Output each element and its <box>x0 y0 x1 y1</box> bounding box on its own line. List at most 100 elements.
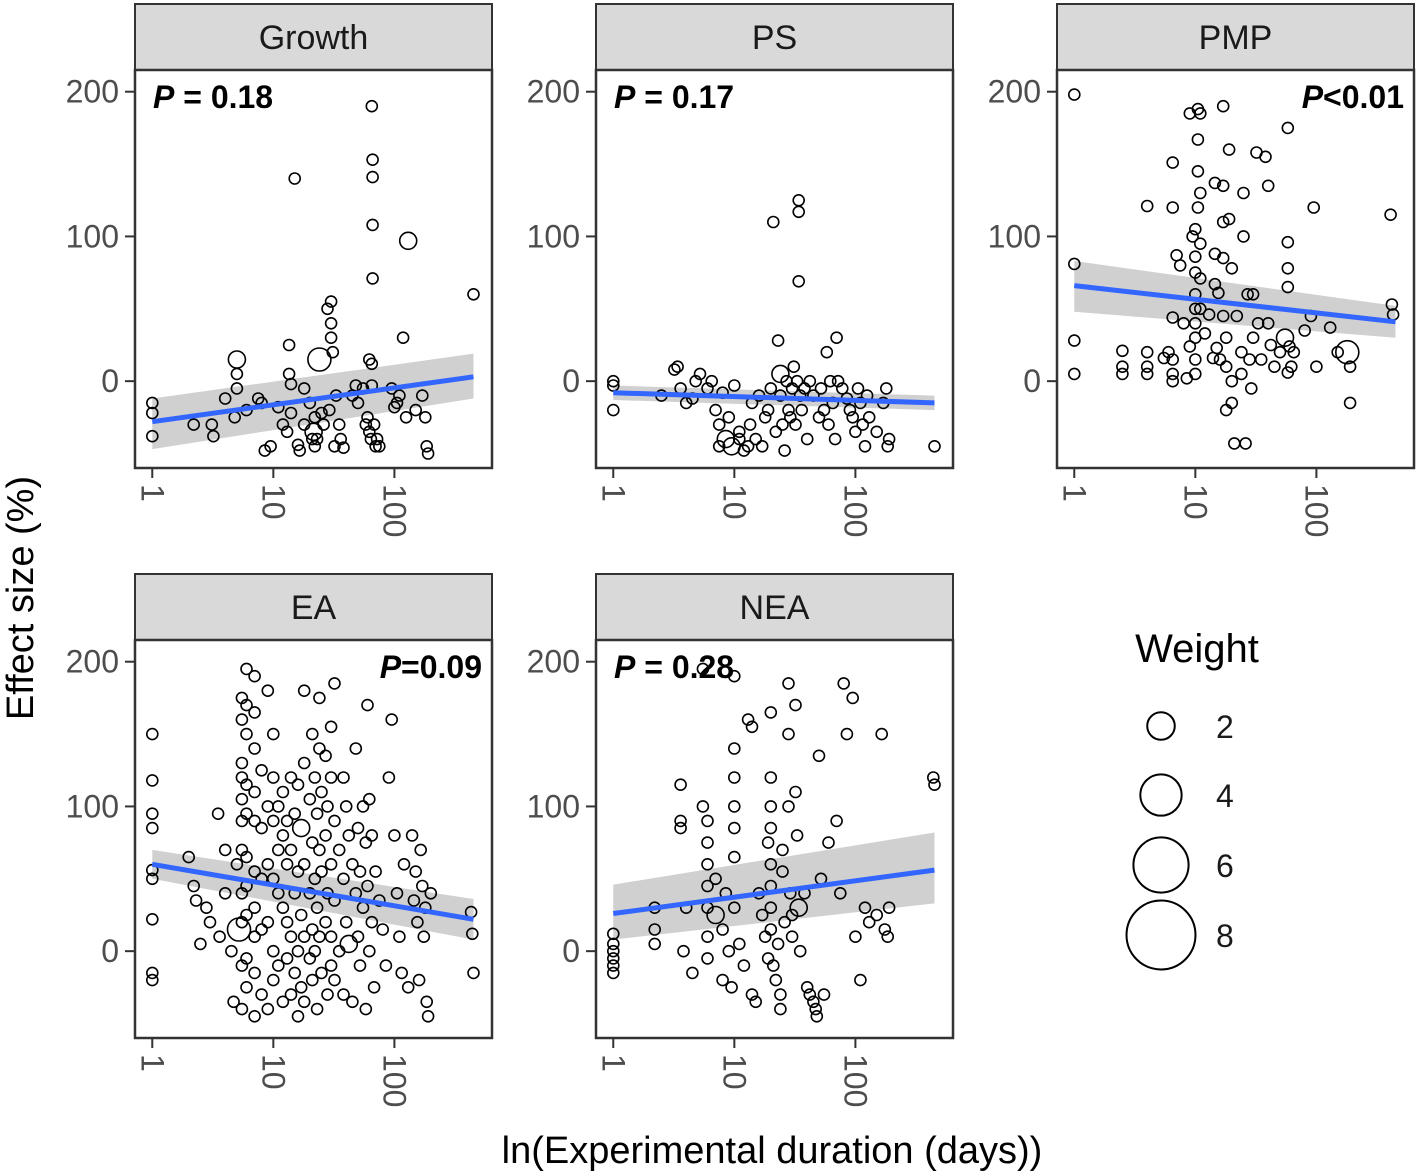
legend-items: 2 4 6 8 <box>1125 709 1234 971</box>
panel-nea-point-100 <box>926 771 940 784</box>
panel-nea-point-89 <box>840 727 854 741</box>
panel-growth-point-31 <box>308 410 322 424</box>
panel-ps-point-51 <box>795 403 808 417</box>
panel-nea-point-37 <box>728 901 741 915</box>
panel-ps-point-69 <box>846 410 860 424</box>
panel-pmp-ytick-label-1: 100 <box>988 218 1041 254</box>
panel-nea-ytick-label-1: 100 <box>527 788 580 824</box>
panel-pmp-point-105 <box>1384 208 1397 221</box>
panel-ps-point-27 <box>749 432 762 446</box>
panel-growth-xtick-label-2: 100 <box>376 484 412 537</box>
panel-growth-plot-area: P = 0.18 0 100 200 1 10 100 <box>66 68 494 537</box>
panel-ps-point-23 <box>737 444 751 457</box>
panel-ea-point-34 <box>240 662 253 676</box>
panel-ea-point-159 <box>363 792 376 806</box>
panel-ea-point-79 <box>280 858 294 871</box>
panel-ea-point-9 <box>182 850 196 864</box>
panel-ea-point-107 <box>306 973 319 987</box>
panel-growth-point-65 <box>369 439 382 453</box>
panel-ps-point-58 <box>817 403 831 417</box>
panel-ea: EA P=0.09 0 100 200 1 10 100 <box>66 573 494 1107</box>
panel-ea-point-15 <box>211 807 225 820</box>
panel-pmp-xtick-label-1: 10 <box>1177 484 1213 520</box>
panel-ea-xtick-label-0: 1 <box>134 1054 170 1072</box>
panel-ps-point-45 <box>789 418 802 431</box>
panel-ea-point-180 <box>412 973 426 987</box>
panel-pmp-point-86 <box>1273 345 1287 359</box>
panel-ps-point-70 <box>849 425 862 439</box>
panel-ea-point-153 <box>356 800 370 813</box>
panel-pmp-point-94 <box>1285 360 1298 374</box>
panel-nea-point-23 <box>701 952 714 965</box>
panel-ea-point-97 <box>297 756 311 770</box>
panel-growth-border <box>133 68 494 470</box>
panel-nea-point-66 <box>782 727 795 741</box>
panel-pmp-point-68 <box>1235 345 1248 359</box>
panel-ea-point-5 <box>145 872 159 886</box>
panel-ea-point-86 <box>288 807 301 820</box>
panel-ea-point-160 <box>363 944 376 958</box>
panel-pmp-point-90 <box>1281 262 1295 275</box>
panel-nea-point-57 <box>767 959 780 972</box>
panel-ea-point-88 <box>288 966 301 980</box>
x-axis-title: ln(Experimental duration (days)) <box>502 1130 1043 1172</box>
panel-ps-point-63 <box>828 432 842 446</box>
panel-nea-point-14 <box>686 966 699 980</box>
panel-ea-point-106 <box>306 923 319 936</box>
panel-growth-point-0 <box>145 396 159 410</box>
panel-nea-point-71 <box>789 698 802 712</box>
panel-pmp-point-4 <box>1116 344 1129 358</box>
panel-nea-point-70 <box>785 930 799 944</box>
panel-ea-point-146 <box>346 995 359 1009</box>
panel-pmp-point-56 <box>1216 251 1230 265</box>
panel-ea-point-189 <box>465 927 479 941</box>
panel-ea-point-17 <box>218 843 232 857</box>
panel-pmp-point-58 <box>1219 331 1233 345</box>
panel-nea-point-49 <box>764 706 778 719</box>
panel-pmp-point-41 <box>1194 237 1207 250</box>
panel-nea-point-73 <box>790 829 804 842</box>
panel-nea-xtick-label-0: 1 <box>595 1054 631 1072</box>
panel-ps-point-13 <box>709 403 722 417</box>
panel-pmp-point-10 <box>1140 367 1154 381</box>
panel-ea-point-78 <box>280 814 294 828</box>
panel-ea-xtick-label-2: 100 <box>376 1054 412 1107</box>
panel-pmp-point-25 <box>1186 230 1199 243</box>
panel-ea-point-80 <box>280 915 294 929</box>
panel-growth-point-71 <box>393 389 406 402</box>
panel-pmp-point-31 <box>1189 317 1202 330</box>
panel-pmp-point-100 <box>1323 321 1337 334</box>
panel-ps-point-12 <box>705 374 718 388</box>
panel-nea-xtick-label-1: 10 <box>716 1054 752 1090</box>
panel-nea-point-84 <box>817 988 831 1001</box>
panel-ps-point-15 <box>712 439 726 453</box>
panel-nea-point-93 <box>858 901 872 915</box>
panel-ea-point-69 <box>267 973 280 987</box>
panel-growth-point-62 <box>366 218 379 232</box>
panel-pmp-p-symbol: P <box>1302 79 1324 115</box>
panel-ea-point-149 <box>351 821 365 835</box>
panel-ps-point-34 <box>769 425 783 439</box>
panel-growth-point-66 <box>370 432 384 446</box>
legend-key-6 <box>1132 836 1190 894</box>
panel-ps-point-57 <box>814 382 828 395</box>
panel-pmp-point-72 <box>1239 437 1252 450</box>
panel-ea-point-183 <box>417 930 431 944</box>
panel-ea-point-121 <box>319 749 332 763</box>
panel-ea-point-36 <box>240 727 253 741</box>
panel-ea-point-122 <box>319 829 332 842</box>
panel-growth-point-21 <box>284 377 298 391</box>
panel-ea-point-54 <box>255 764 268 777</box>
panel-growth-point-9 <box>230 382 244 395</box>
panel-ea-point-89 <box>291 778 305 791</box>
panel-pmp-strip-label: PMP <box>1199 19 1273 57</box>
panel-ea-point-90 <box>291 865 305 878</box>
panel-ea-point-74 <box>276 785 290 799</box>
panel-pmp-point-23 <box>1183 340 1197 353</box>
panel-ea-point-16 <box>213 930 226 944</box>
panel-pmp-point-76 <box>1246 288 1260 301</box>
panel-nea-point-33 <box>728 771 741 784</box>
panel-ea-point-138 <box>337 771 350 784</box>
panel-growth-point-60 <box>366 153 379 166</box>
panel-ps-point-32 <box>764 382 778 395</box>
